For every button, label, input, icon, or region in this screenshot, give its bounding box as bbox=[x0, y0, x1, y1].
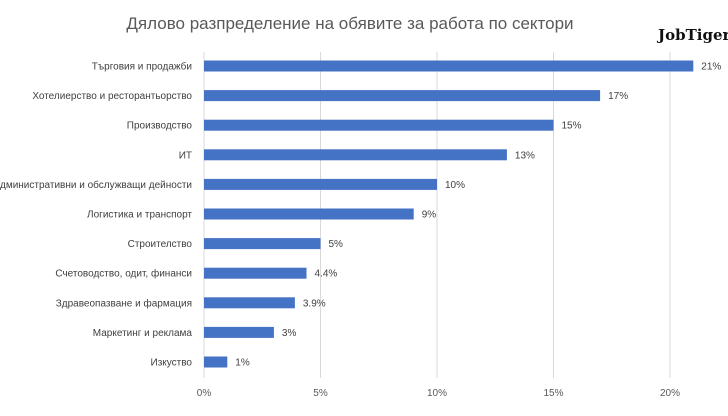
x-tick-label: 10% bbox=[427, 388, 447, 399]
data-label: 13% bbox=[515, 150, 535, 161]
x-tick-label: 5% bbox=[313, 388, 328, 399]
jobtiger-logo: JobTiger bbox=[658, 26, 728, 44]
bar bbox=[204, 356, 228, 368]
category-label: Маркетинг и реклама bbox=[93, 328, 193, 339]
chart-title: Дялово разпределение на обявите за работ… bbox=[126, 14, 574, 33]
x-tick-label: 15% bbox=[543, 388, 563, 399]
bar bbox=[204, 60, 694, 72]
data-label: 9% bbox=[422, 210, 437, 221]
bar bbox=[204, 149, 507, 161]
category-label: Изкуство bbox=[151, 358, 193, 369]
data-label: 1% bbox=[235, 358, 250, 369]
x-tick-label: 20% bbox=[660, 388, 680, 399]
bar bbox=[204, 90, 601, 102]
data-label: 15% bbox=[562, 121, 582, 132]
data-label: 17% bbox=[608, 91, 628, 102]
data-label: 5% bbox=[329, 239, 344, 250]
bar bbox=[204, 326, 274, 338]
x-tick-label: 0% bbox=[197, 388, 212, 399]
bar bbox=[204, 178, 437, 190]
category-label: Търговия и продажби bbox=[92, 61, 192, 73]
category-label: ИТ bbox=[179, 150, 192, 161]
category-label: Здравеопазване и фармация bbox=[56, 297, 192, 309]
data-label: 10% bbox=[445, 180, 465, 191]
category-label: Административни и обслужващи дейности bbox=[0, 179, 192, 191]
bar bbox=[204, 267, 307, 279]
data-label: 4.4% bbox=[315, 269, 338, 280]
bar bbox=[204, 238, 321, 250]
category-label: Хотелиерство и ресторантьорство bbox=[32, 91, 192, 102]
data-label: 21% bbox=[701, 62, 721, 73]
category-label: Логистика и транспорт bbox=[87, 210, 192, 221]
bar bbox=[204, 119, 554, 131]
data-label: 3% bbox=[282, 328, 297, 339]
category-label: Счетоводство, одит, финанси bbox=[55, 268, 192, 280]
category-label: Строителство bbox=[128, 239, 193, 250]
bar bbox=[204, 297, 295, 309]
bar bbox=[204, 208, 414, 220]
category-label: Производство bbox=[127, 121, 193, 132]
data-label: 3.9% bbox=[303, 298, 326, 309]
